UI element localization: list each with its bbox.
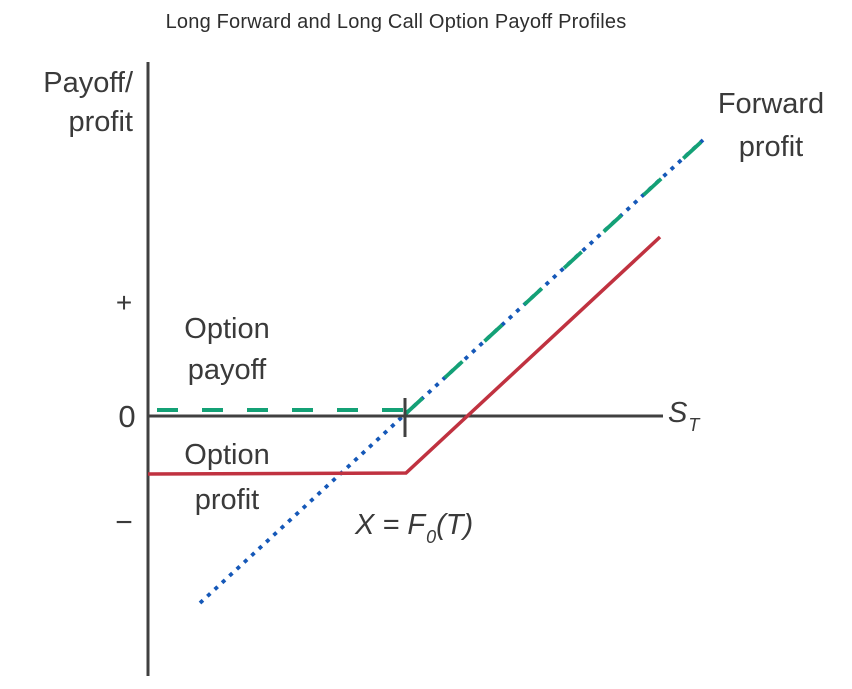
x-axis-label-base: S xyxy=(668,397,688,429)
strike-label: X = F0(T) xyxy=(355,509,474,547)
option-profit-line xyxy=(147,235,662,476)
strike-label-close: (T) xyxy=(436,509,474,541)
strike-label-subscript: 0 xyxy=(426,527,437,547)
option-payoff-label-line2: payoff xyxy=(187,354,267,386)
forward-profit-label: Forward profit xyxy=(701,83,841,169)
option-profit-label-line2: profit xyxy=(194,484,260,516)
x-axis-label-subscript: T xyxy=(688,415,700,435)
option-profit-label-line1: Option xyxy=(184,439,270,471)
option-profit-label: Option profit xyxy=(157,433,297,523)
x-axis-label: ST xyxy=(668,397,699,435)
forward-profit-label-line1: Forward xyxy=(717,88,825,120)
strike-label-base: X = F xyxy=(355,509,426,541)
option-payoff-label: Option payoff xyxy=(157,309,297,391)
y-axis-label-line1: Payoff/ xyxy=(43,67,133,99)
option-payoff-diagonal-line xyxy=(403,138,705,416)
y-axis-label-line2: profit xyxy=(68,106,133,138)
option-payoff-label-line1: Option xyxy=(184,313,270,345)
forward-profit-label-line2: profit xyxy=(738,131,804,163)
chart-title: Long Forward and Long Call Option Payoff… xyxy=(165,11,627,33)
y-tick-plus: + xyxy=(115,287,133,318)
y-tick-minus: − xyxy=(115,506,133,539)
y-axis-label: Payoff/ profit xyxy=(0,64,133,142)
y-tick-zero: 0 xyxy=(118,399,136,434)
